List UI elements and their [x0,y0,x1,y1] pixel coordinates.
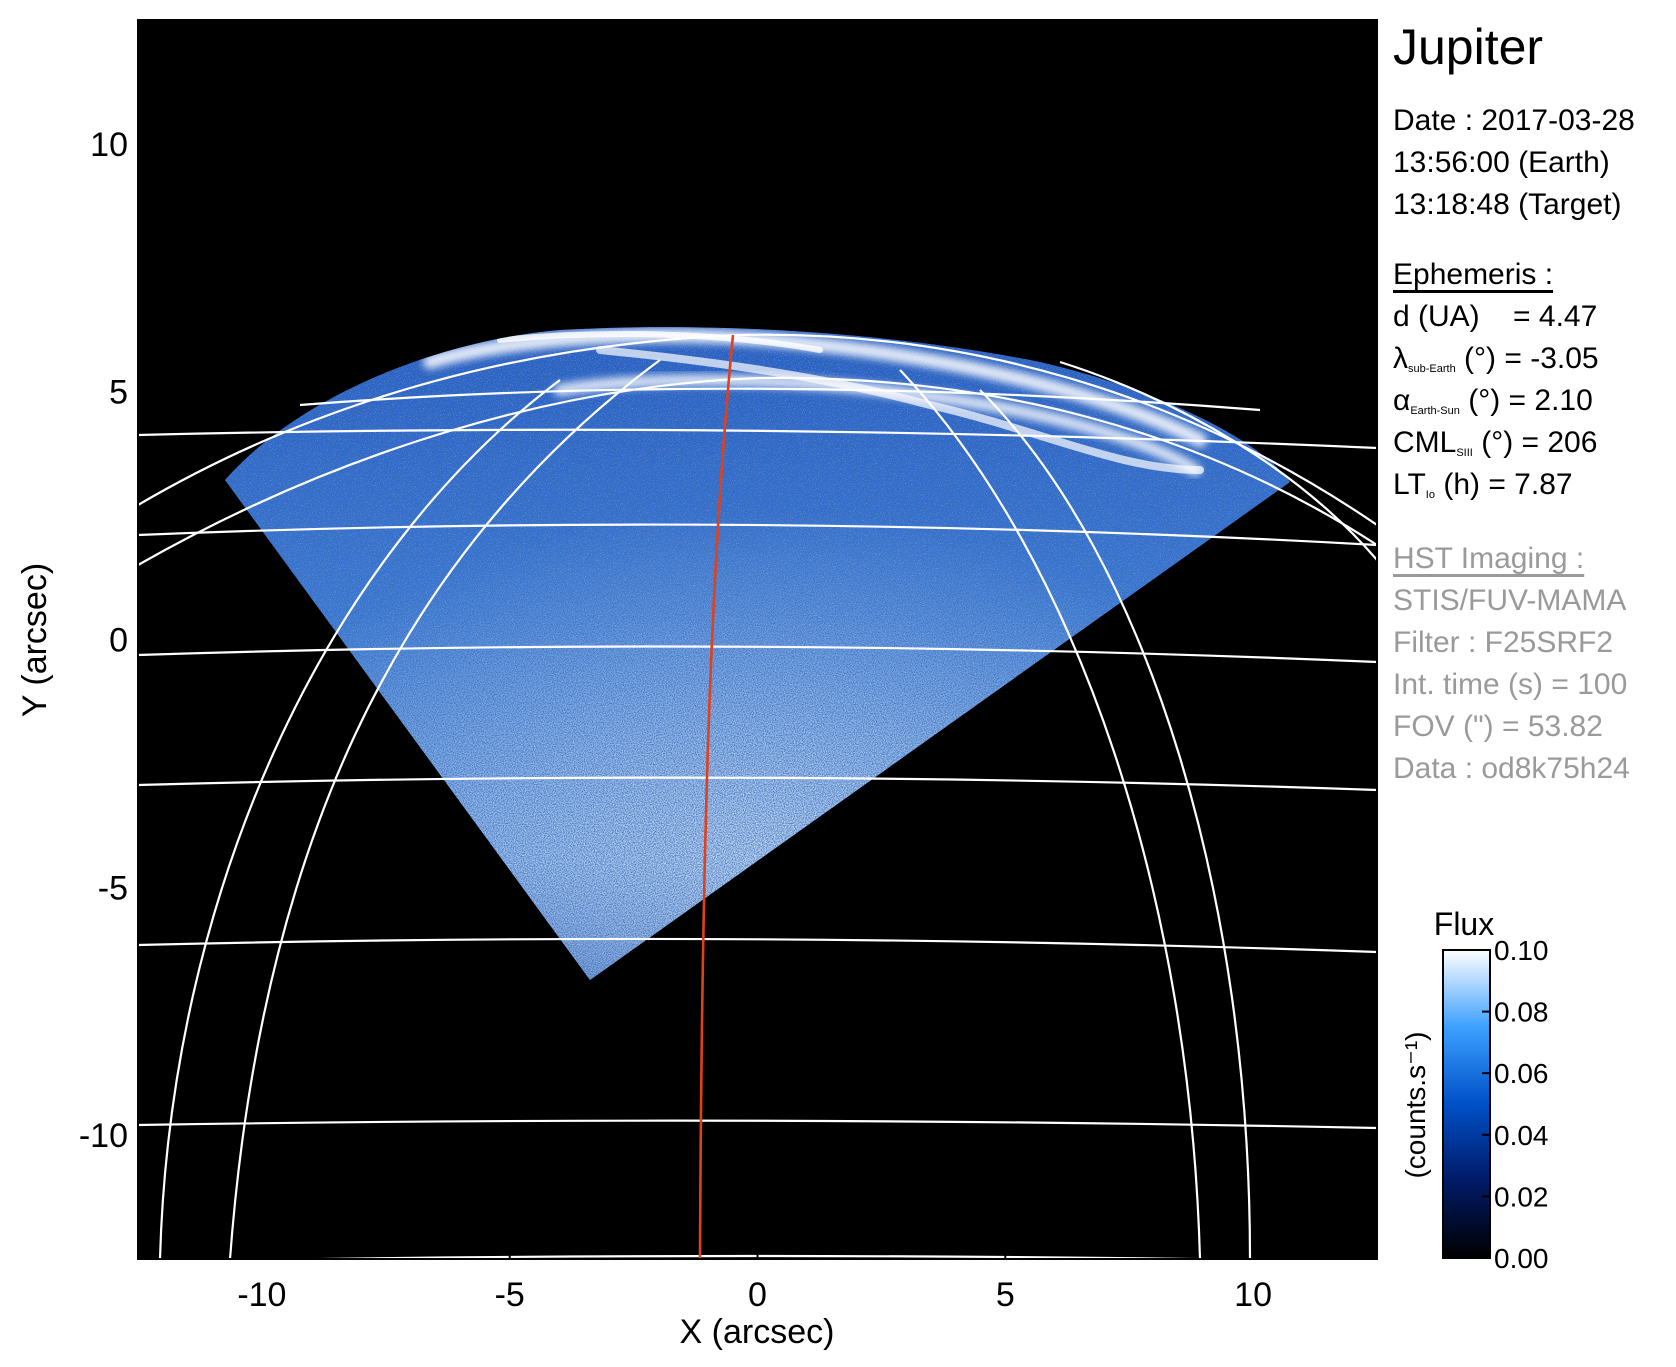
lambda-subscript: sub-Earth [1408,363,1456,375]
alpha-symbol: α [1393,384,1411,417]
field-of-view: FOV (") = 53.82 [1393,710,1603,743]
distance-label: d (UA) [1393,300,1480,333]
y-tick-label: -10 [79,1117,128,1155]
x-tick-label: 10 [1234,1276,1272,1314]
lt-subscript: Io [1425,489,1435,501]
colorbar-tick-label: 0.10 [1494,935,1549,966]
colorbar-tick-label: 0.08 [1494,997,1549,1028]
colorbar-gradient [1442,949,1491,1259]
cml-subscript: SIII [1456,447,1473,459]
colorbar-title: Flux [1434,906,1494,942]
lt-value: (h) = 7.87 [1443,468,1573,501]
ephemeris-io-local-time: LTIo (h) = 7.87 [1393,464,1573,516]
colorbar-unit: (counts.s⁻¹) [1400,1031,1431,1178]
lambda-symbol: λ [1393,342,1408,375]
colorbar-tick-label: 0.06 [1494,1058,1549,1089]
alpha-subscript: Earth-Sun [1410,405,1460,417]
x-tick-label: 5 [996,1276,1015,1314]
colorbar-tick-label: 0.02 [1494,1181,1549,1212]
time-target: 13:18:48 (Target) [1393,188,1622,221]
data-id: Data : od8k75h24 [1393,752,1630,785]
lambda-value: (°) = -3.05 [1464,342,1599,375]
y-tick-label: -5 [98,869,128,907]
ephemeris-cml: CMLSIII (°) = 206 [1393,422,1597,474]
x-tick-label: -5 [495,1276,525,1314]
planet-name: Jupiter [1393,19,1544,75]
colorbar: Flux 0.10 0.08 0.06 0.04 0.02 0.00 (counts.s⁻… [1400,906,1549,1274]
colorbar-tick-label: 0.04 [1494,1120,1549,1151]
ephemeris-title: Ephemeris : [1393,258,1554,291]
colorbar-tick-label: 0.00 [1494,1243,1549,1274]
x-tick-label: -10 [237,1276,286,1314]
time-earth: 13:56:00 (Earth) [1393,146,1610,179]
y-axis: 10 5 0 -5 -10 [79,126,152,1155]
cml-symbol: CML [1393,426,1457,459]
y-tick-label: 10 [90,126,128,164]
hst-imaging-title: HST Imaging : [1393,542,1585,575]
ephemeris-sub-earth-latitude: λsub-Earth (°) = -3.05 [1393,338,1599,390]
instrument: STIS/FUV-MAMA [1393,584,1627,617]
ephemeris-phase-angle: αEarth-Sun (°) = 2.10 [1393,380,1593,432]
lt-symbol: LT [1393,468,1426,501]
x-axis-label: X (arcsec) [680,1313,835,1351]
integration-time: Int. time (s) = 100 [1393,668,1628,701]
distance-value: = 4.47 [1513,300,1598,333]
x-tick-label: 0 [748,1276,767,1314]
colorbar-ticks: 0.10 0.08 0.06 0.04 0.02 0.00 [1482,935,1549,1274]
y-axis-label: Y (arcsec) [16,563,54,717]
y-tick-label: 0 [109,622,128,660]
lat-lon-grid [138,333,1377,1259]
observation-date: Date : 2017-03-28 [1393,104,1635,137]
cml-value: (°) = 206 [1481,426,1598,459]
ephemeris-distance: d (UA) = 4.47 [1393,296,1597,338]
alpha-value: (°) = 2.10 [1468,384,1593,417]
x-axis: -10 -5 0 5 10 [237,1245,1272,1314]
y-tick-label: 5 [109,374,128,412]
filter: Filter : F25SRF2 [1393,626,1614,659]
central-meridian [698,334,735,1259]
